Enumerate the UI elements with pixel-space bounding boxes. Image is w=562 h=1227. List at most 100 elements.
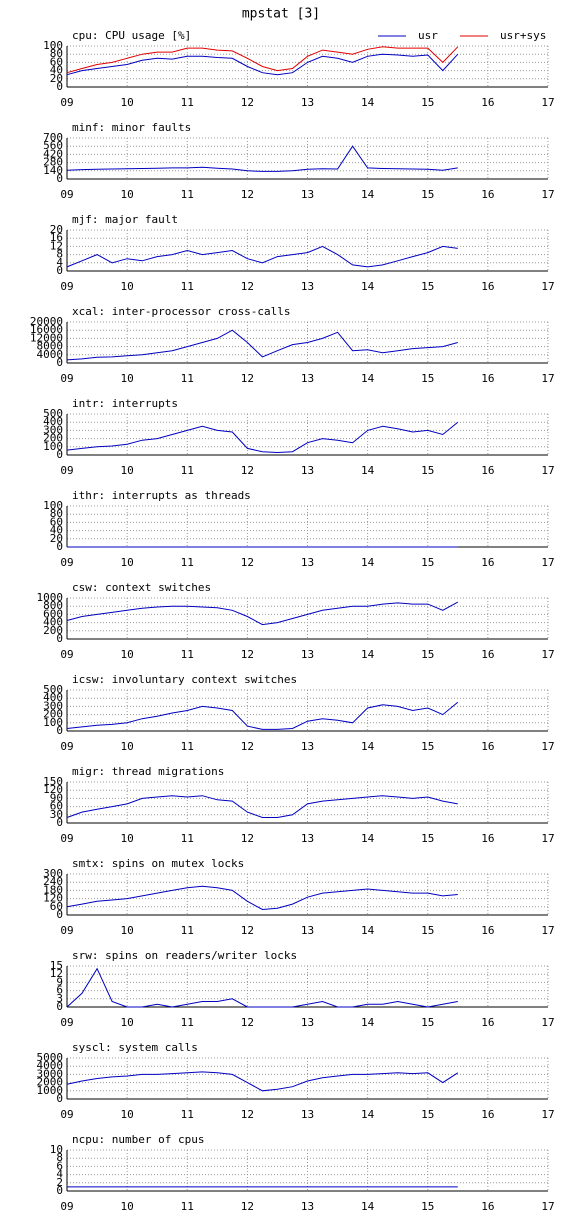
y-tick-label: 30 [50,808,63,821]
panel-title: xcal: inter-processor cross-calls [72,305,291,318]
x-tick-label: 16 [481,648,494,661]
panel-title: csw: context switches [72,581,211,594]
y-tick-label: 0 [56,264,63,277]
y-tick-label: 40 [50,524,63,537]
y-tick-label: 15 [50,959,63,972]
y-tick-label: 3 [56,992,63,1005]
y-tick-label: 10 [50,1143,63,1156]
x-tick-label: 13 [301,188,314,201]
x-tick-label: 11 [181,924,194,937]
data-line [66,601,459,626]
x-tick-label: 15 [421,648,434,661]
x-tick-label: 13 [301,924,314,937]
y-tick-label: 20 [50,72,63,85]
x-tick-label: 11 [181,96,194,109]
x-tick-label: 15 [421,280,434,293]
x-tick-label: 11 [181,280,194,293]
y-tick-label: 60 [50,55,63,68]
y-tick-label: 80 [50,507,63,520]
y-tick-label: 420 [43,147,63,160]
panel-title: ithr: interrupts as threads [72,489,251,502]
x-tick-label: 17 [541,188,554,201]
y-tick-label: 560 [43,139,63,152]
x-tick-label: 09 [60,1200,73,1213]
x-tick-label: 09 [60,372,73,385]
x-tick-label: 10 [121,1200,134,1213]
y-tick-label: 1000 [37,591,64,604]
x-tick-label: 17 [541,648,554,661]
legend-label: usr+sys [500,29,546,42]
x-tick-label: 17 [541,1016,554,1029]
y-tick-label: 80 [50,47,63,60]
panel-title: syscl: system calls [72,1041,198,1054]
x-tick-label: 16 [481,832,494,845]
data-line [66,245,458,268]
y-tick-label: 0 [56,1184,63,1197]
x-tick-label: 09 [60,464,73,477]
x-tick-label: 14 [361,1108,375,1121]
x-tick-label: 11 [181,372,194,385]
x-tick-label: 15 [421,372,434,385]
x-tick-label: 09 [60,188,73,201]
y-tick-label: 0 [56,724,63,737]
x-tick-label: 12 [241,924,254,937]
x-tick-label: 12 [241,96,254,109]
x-tick-label: 10 [121,832,134,845]
x-tick-label: 14 [361,556,375,569]
x-tick-label: 14 [361,96,375,109]
y-tick-label: 4000 [37,348,64,361]
x-tick-label: 16 [481,556,494,569]
x-tick-label: 11 [181,648,194,661]
x-tick-label: 14 [361,740,375,753]
y-tick-label: 8 [56,248,63,261]
x-tick-label: 17 [541,464,554,477]
x-tick-label: 17 [541,96,554,109]
x-tick-label: 12 [241,832,254,845]
x-tick-label: 14 [361,280,375,293]
x-tick-label: 10 [121,1016,134,1029]
x-tick-label: 09 [60,1016,73,1029]
y-tick-label: 60 [50,800,63,813]
data-line [66,145,458,172]
x-tick-label: 16 [481,1016,494,1029]
y-tick-label: 400 [43,616,63,629]
x-tick-label: 12 [241,1108,254,1121]
y-tick-label: 300 [43,867,63,880]
x-tick-label: 13 [301,1108,314,1121]
y-tick-label: 3000 [37,1067,64,1080]
x-tick-label: 12 [241,556,254,569]
data-line [66,885,458,911]
x-tick-label: 14 [361,372,375,385]
x-tick-label: 10 [121,280,134,293]
y-tick-label: 20 [50,532,63,545]
x-tick-label: 15 [421,740,434,753]
y-tick-label: 12 [50,239,63,252]
x-tick-label: 12 [241,280,254,293]
y-tick-label: 150 [43,775,63,788]
x-tick-label: 09 [60,924,73,937]
data-line [66,967,458,1008]
x-tick-label: 15 [421,188,434,201]
y-tick-label: 16 [50,231,63,244]
y-tick-label: 5000 [37,1051,64,1064]
x-tick-label: 12 [241,1016,254,1029]
y-tick-label: 60 [50,900,63,913]
data-line [66,1071,459,1092]
panel-title: migr: thread migrations [72,765,224,778]
x-tick-label: 10 [121,556,134,569]
y-tick-label: 140 [43,164,63,177]
x-tick-label: 15 [421,1200,434,1213]
x-tick-label: 15 [421,96,434,109]
y-tick-label: 20 [50,223,63,236]
y-tick-label: 16000 [30,323,63,336]
x-tick-label: 12 [241,372,254,385]
x-tick-label: 16 [481,96,494,109]
y-tick-label: 200 [43,708,63,721]
x-tick-label: 14 [361,832,375,845]
x-tick-label: 13 [301,372,314,385]
y-tick-label: 400 [43,415,63,428]
y-tick-label: 8 [56,1151,63,1164]
y-tick-label: 20000 [30,315,63,328]
